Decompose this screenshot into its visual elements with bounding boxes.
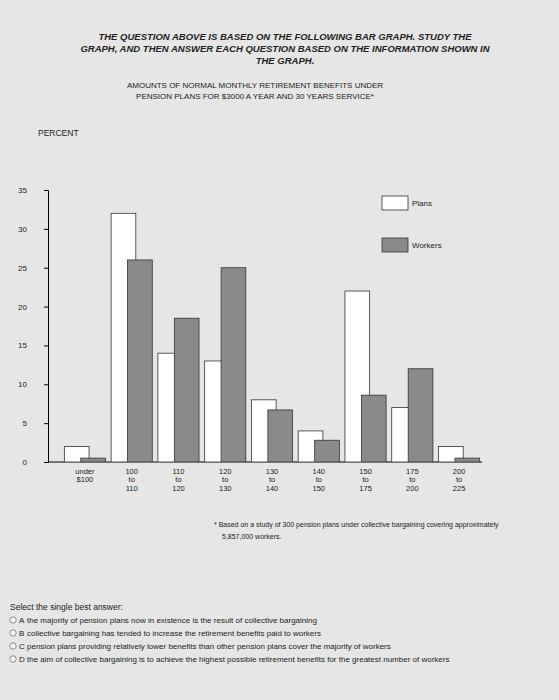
option-letter[interactable]: B	[19, 629, 24, 638]
x-tick: 175to200	[406, 462, 419, 493]
legend-label: Plans	[412, 199, 432, 208]
y-tick: 5	[23, 419, 48, 428]
legend-label: Workers	[412, 241, 442, 250]
x-tick-label: 120to130	[219, 467, 232, 493]
y-tick: 25	[18, 264, 48, 273]
bar	[221, 268, 246, 462]
question-prompt: Select the single best answer:	[10, 602, 123, 612]
bar	[361, 395, 386, 462]
y-tick-mark	[44, 307, 48, 308]
x-tick: 150to175	[359, 462, 372, 493]
legend-swatch	[382, 238, 408, 252]
bar	[174, 318, 199, 462]
bar	[128, 260, 153, 462]
y-tick: 20	[18, 303, 48, 312]
option-letter[interactable]: A	[19, 616, 25, 625]
bar	[455, 458, 480, 462]
radio-button[interactable]	[10, 643, 16, 649]
radio-button[interactable]	[10, 656, 16, 662]
option-letter[interactable]: D	[19, 655, 25, 664]
y-tick-mark	[44, 190, 48, 191]
page: THE QUESTION ABOVE IS BASED ON THE FOLLO…	[0, 0, 559, 700]
chart-title: PENSION PLANS FOR $3000 A YEAR AND 30 YE…	[136, 92, 374, 101]
legend-swatch	[382, 196, 408, 210]
header-line: THE QUESTION ABOVE IS BASED ON THE FOLLO…	[98, 31, 472, 42]
option-text[interactable]: pension plans providing relatively lower…	[27, 642, 391, 651]
x-tick-label: 140to150	[313, 467, 326, 493]
x-tick: 130to140	[266, 462, 279, 493]
y-axis: 0 5 10 15 20 25 30 35	[18, 186, 48, 467]
x-tick: under$100	[75, 462, 95, 484]
option-letter[interactable]: C	[19, 642, 25, 651]
y-tick-mark	[44, 229, 48, 230]
bar	[408, 369, 433, 462]
background	[0, 0, 559, 700]
y-tick-mark	[44, 345, 48, 346]
x-tick: 100to110	[125, 462, 138, 493]
x-tick-label: 130to140	[266, 467, 279, 493]
x-axis: under$100 100to110 110to120 120to130 130to14…	[48, 462, 482, 493]
y-tick: 15	[18, 341, 48, 350]
y-tick-label: 25	[18, 264, 27, 273]
header-line: THE GRAPH.	[256, 55, 315, 66]
x-tick: 200to225	[453, 462, 466, 493]
x-tick: 140to150	[313, 462, 326, 493]
x-tick-label: 175to200	[406, 467, 419, 493]
radio-button[interactable]	[10, 617, 16, 623]
y-axis-line	[44, 191, 49, 463]
y-axis-label: PERCENT	[38, 128, 79, 138]
y-tick-label: 10	[18, 380, 27, 389]
option-text[interactable]: the aim of collective bargaining is to a…	[27, 655, 449, 664]
x-tick-label: under$100	[75, 467, 95, 484]
x-tick-label: 150to175	[359, 467, 372, 493]
footnote: * Based on a study of 300 pension plans …	[214, 521, 499, 529]
bar	[315, 440, 340, 462]
y-tick-label: 35	[18, 186, 27, 195]
bar	[268, 410, 293, 462]
y-tick-mark	[44, 423, 48, 424]
bar	[81, 458, 106, 462]
y-tick-mark	[44, 384, 48, 385]
footnote: 5,857,000 workers.	[222, 533, 282, 540]
chart-title: AMOUNTS OF NORMAL MONTHLY RETIREMENT BEN…	[127, 81, 383, 90]
header-line: GRAPH, AND THEN ANSWER EACH QUESTION BAS…	[80, 43, 490, 54]
y-tick-label: 15	[18, 341, 27, 350]
y-tick: 0	[23, 458, 48, 467]
y-tick-label: 30	[18, 225, 27, 234]
y-tick-mark	[44, 268, 48, 269]
x-tick-label: 200to225	[453, 467, 466, 493]
legend: Plans Workers	[382, 196, 442, 252]
y-tick: 35	[18, 186, 48, 195]
y-tick: 30	[18, 225, 48, 234]
x-tick: 120to130	[219, 462, 232, 493]
x-tick-label: 110to120	[172, 467, 185, 493]
option-text[interactable]: the majority of pension plans now in exi…	[27, 616, 317, 625]
y-tick-label: 0	[23, 458, 28, 467]
option-text[interactable]: collective bargaining has tended to incr…	[27, 629, 321, 638]
radio-button[interactable]	[10, 630, 16, 636]
x-tick: 110to120	[172, 462, 185, 493]
y-tick-mark	[44, 462, 48, 463]
y-tick-label: 20	[18, 303, 27, 312]
y-tick-label: 5	[23, 419, 28, 428]
x-tick-label: 100to110	[125, 467, 138, 493]
y-tick: 10	[18, 380, 48, 389]
bars	[64, 213, 479, 462]
